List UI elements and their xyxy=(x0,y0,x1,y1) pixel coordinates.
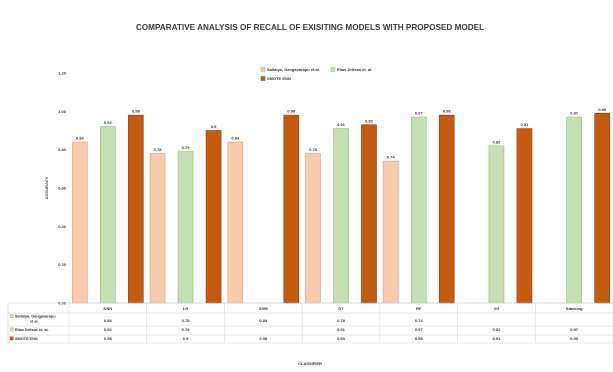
bar xyxy=(177,151,194,304)
table-cell: 0.74 xyxy=(415,318,424,323)
table-cell: 0.99 xyxy=(570,336,579,341)
category-label: KNN xyxy=(104,306,113,311)
table-cell: 0.97 xyxy=(415,327,424,332)
y-tick-label: 0.60 xyxy=(58,186,67,191)
y-tick-label: 1.00 xyxy=(58,109,67,114)
legend-swatch xyxy=(260,67,266,72)
bar xyxy=(488,145,505,304)
row-swatch xyxy=(9,327,14,332)
row-series-name: Elias Dritsas et. al. xyxy=(15,328,49,332)
table-cell: 0.84 xyxy=(259,318,268,323)
data-label: 0.97 xyxy=(415,111,424,116)
data-label: 0.9 xyxy=(211,124,217,129)
table-cell: 0.98 xyxy=(259,336,268,341)
data-label: 0.91 xyxy=(337,122,346,127)
bar xyxy=(72,141,88,304)
legend-label: SMOTE ENN xyxy=(267,76,291,81)
data-label: 0.79 xyxy=(182,145,191,150)
bar xyxy=(361,124,377,304)
category-label: Stacking xyxy=(566,306,583,311)
table-cell: 0.84 xyxy=(104,318,113,323)
data-label: 0.98 xyxy=(287,109,296,114)
bar xyxy=(149,153,166,304)
legend-label: Elias Dritsas et. al. xyxy=(337,67,372,72)
bar xyxy=(516,128,533,304)
chart-title: COMPARATIVE ANALYSIS OF RECALL OF EXISIT… xyxy=(136,23,484,32)
table-cell: 0.97 xyxy=(570,327,579,332)
bar xyxy=(410,116,427,304)
data-label: 0.97 xyxy=(570,111,579,116)
row-series-name: SMOTE ENN xyxy=(15,337,38,341)
legend-swatch xyxy=(330,67,336,72)
legend-swatch xyxy=(260,76,266,81)
category-label: DT xyxy=(338,306,344,311)
data-label: 0.92 xyxy=(104,120,113,125)
bar xyxy=(333,128,349,304)
bar xyxy=(205,130,222,304)
bar xyxy=(382,160,399,304)
data-label: 0.84 xyxy=(76,136,85,141)
category-label: XG xyxy=(494,306,500,311)
data-label: 0.78 xyxy=(154,147,163,152)
row-swatch xyxy=(9,314,14,318)
data-label: 0.78 xyxy=(309,147,318,152)
row-swatch xyxy=(9,336,14,341)
bar xyxy=(594,112,610,304)
table-cell: 0.93 xyxy=(337,336,346,341)
y-tick-label: 0.20 xyxy=(58,262,67,267)
data-label: 0.82 xyxy=(493,139,502,144)
bar xyxy=(438,114,455,304)
bars: 0.84 0.92 0.98 0.78 0.79 0.9 0.84 0.98 0.78 0.91 0… xyxy=(72,107,610,304)
y-tick-label: 0.80 xyxy=(58,147,67,152)
data-label: 0.74 xyxy=(387,155,396,160)
data-label: 0.98 xyxy=(132,109,141,114)
bar xyxy=(100,126,116,304)
data-label: 0.91 xyxy=(521,122,530,127)
bar xyxy=(128,114,144,304)
y-axis-label: ACCURACY xyxy=(44,176,49,199)
table-cell: 0.98 xyxy=(415,336,424,341)
x-axis-label: CLASSIFIER xyxy=(298,361,322,366)
data-table: KNN LR SVM DT RF XG Stacking Sallaiya, Gangavar… xyxy=(7,302,613,344)
legend: Sallaiya, Gangavarapu et.al. Elias Dritsa… xyxy=(260,67,372,81)
bar xyxy=(305,153,321,304)
row-series-name-line: et.al. xyxy=(30,319,39,323)
y-tick-label: 0.40 xyxy=(58,224,67,229)
y-tick-label: 1.20 xyxy=(58,71,67,76)
table-cell: 0.79 xyxy=(182,327,191,332)
table-cell: 0.78 xyxy=(182,318,191,323)
category-label: LR xyxy=(183,306,188,311)
table-cell: 0.98 xyxy=(104,336,113,341)
data-label: 0.93 xyxy=(365,118,374,123)
table-cell: 0.91 xyxy=(337,327,346,332)
data-label: 0.84 xyxy=(231,136,240,141)
bar xyxy=(283,114,300,304)
table-cell: 0.92 xyxy=(104,327,113,332)
legend-label: Sallaiya, Gangavarapu et.al. xyxy=(267,67,320,72)
table-cell: 0.91 xyxy=(493,336,502,341)
bar xyxy=(227,141,244,304)
data-label: 0.98 xyxy=(443,109,452,114)
row-series-name: Sallaiya, Gangavarapu et.al. xyxy=(15,315,56,324)
bar xyxy=(566,116,582,304)
table-cell: 0.78 xyxy=(337,318,346,323)
row-series-name-line: Sallaiya, Gangavarapu xyxy=(15,315,56,319)
table-cell: 0.82 xyxy=(493,327,502,332)
table-cell: 0.9 xyxy=(183,336,189,341)
category-label: RF xyxy=(416,306,422,311)
category-label: SVM xyxy=(259,306,268,311)
data-label: 0.99 xyxy=(598,107,607,112)
